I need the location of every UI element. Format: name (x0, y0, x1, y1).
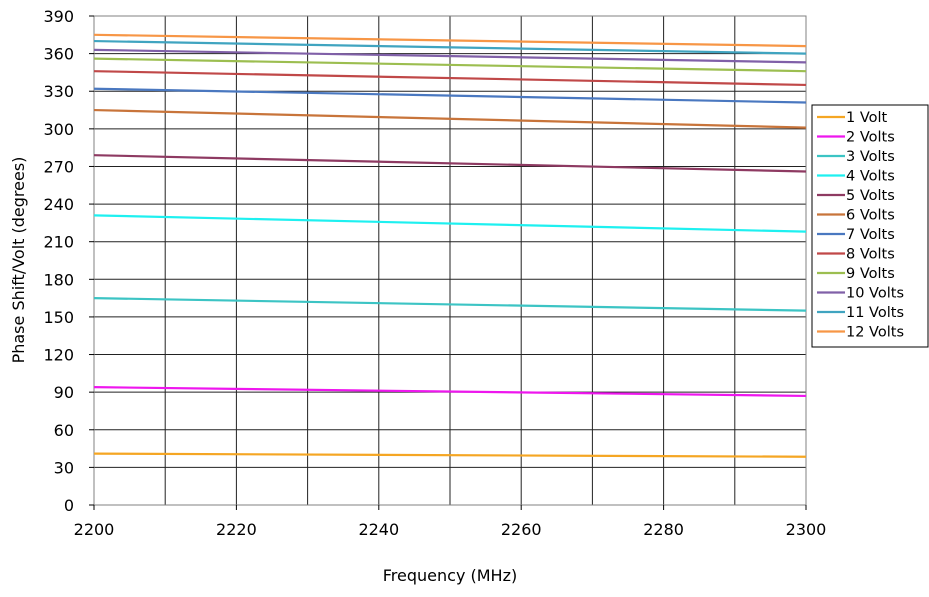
y-tick-label: 30 (54, 458, 74, 477)
legend-label: 2 Volts (846, 130, 895, 146)
legend-label: 3 Volts (846, 149, 895, 165)
legend-box (811, 104, 929, 348)
tick-layer: 0 30 60 90 120 150 180 210 240 270 300 330 360 390 220… (43, 7, 826, 539)
y-tick-label: 0 (64, 496, 74, 515)
legend-label: 9 Volts (846, 266, 895, 282)
x-axis-title: Frequency (MHz) (383, 566, 517, 585)
y-tick-label: 150 (43, 308, 74, 327)
series-line (93, 39, 807, 55)
y-tick-label: 210 (43, 233, 74, 252)
grid-layer (93, 15, 807, 506)
series-line (93, 297, 807, 312)
x-tick-label: 2300 (786, 520, 827, 539)
y-tick-label: 240 (43, 195, 74, 214)
series-line (93, 33, 807, 48)
plot-frame (93, 15, 807, 506)
y-tick-label: 390 (43, 7, 74, 26)
series-line (93, 154, 807, 173)
legend-label: 8 Volts (846, 247, 895, 263)
series-line (93, 108, 807, 129)
legend-label: 6 Volts (846, 208, 895, 224)
y-tick-label: 120 (43, 346, 74, 365)
series-line (93, 452, 807, 458)
legend-label: 7 Volts (846, 227, 895, 243)
legend-label: 11 Volts (846, 305, 904, 321)
y-tick-label: 330 (43, 82, 74, 101)
legend: 1 Volt 2 Volts 3 Volts 4 Volts 5 Volts 6 Volt… (811, 104, 929, 348)
series-line (93, 386, 807, 398)
series-line (93, 87, 807, 104)
y-tick-label: 180 (43, 270, 74, 289)
legend-label: 5 Volts (846, 188, 895, 204)
x-tick-label: 2220 (216, 520, 257, 539)
x-tick-label: 2280 (643, 520, 684, 539)
x-tick-label: 2240 (358, 520, 399, 539)
y-tick-label: 270 (43, 157, 74, 176)
y-tick-label: 90 (54, 383, 74, 402)
y-axis-title: Phase Shift/Volt (degrees) (9, 157, 28, 364)
x-tick-label: 2260 (501, 520, 542, 539)
legend-label: 10 Volts (846, 286, 904, 302)
series-line (93, 48, 807, 64)
legend-label: 1 Volt (846, 110, 888, 126)
series-line (93, 70, 807, 87)
series-line (93, 57, 807, 73)
y-tick-label: 300 (43, 120, 74, 139)
y-tick-label: 60 (54, 421, 74, 440)
legend-label: 12 Volts (846, 325, 904, 341)
series-line (93, 214, 807, 233)
y-tick-label: 360 (43, 45, 74, 64)
legend-label: 4 Volts (846, 169, 895, 185)
x-tick-label: 2200 (74, 520, 115, 539)
series-layer (93, 33, 807, 458)
